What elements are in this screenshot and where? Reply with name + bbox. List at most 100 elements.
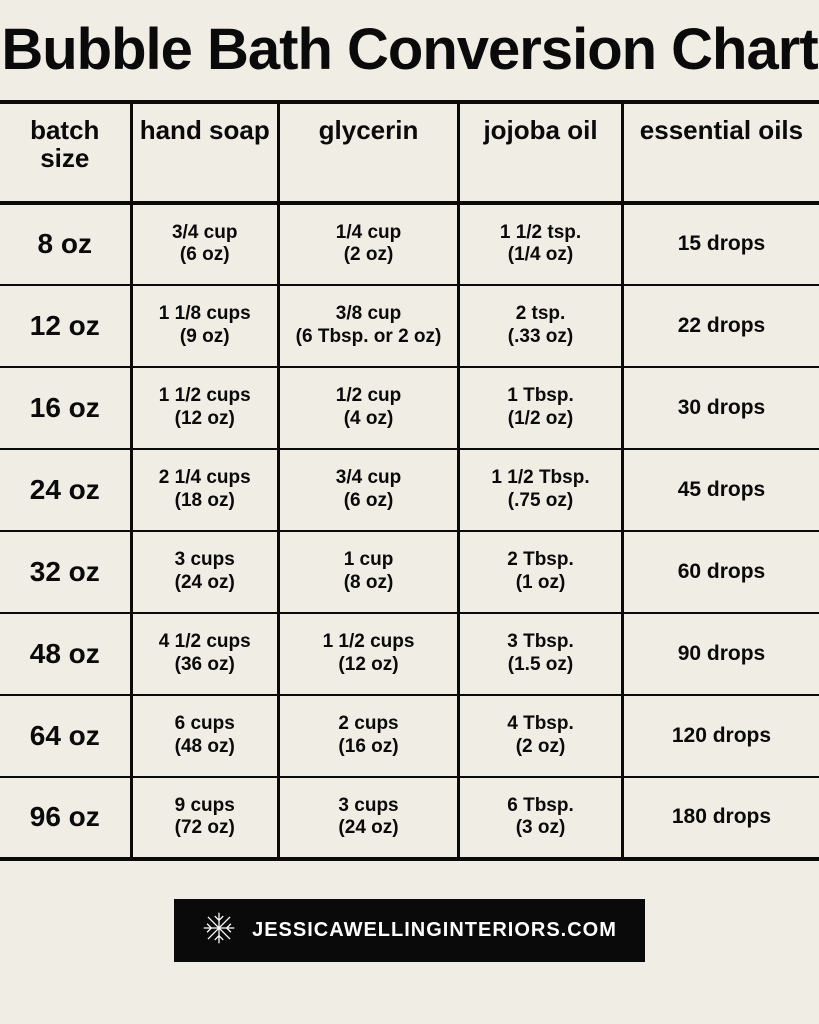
cell-hand-soap-main: 1 1/8 cups [139,303,271,326]
table-row: 32 oz3 cups(24 oz)1 cup(8 oz)2 Tbsp.(1 o… [0,531,819,613]
cell-hand-soap: 6 cups(48 oz) [131,695,278,777]
cell-jojoba-main: 2 Tbsp. [466,549,615,572]
cell-glycerin-main: 1/2 cup [286,385,451,408]
cell-batch: 16 oz [0,367,131,449]
cell-jojoba-main: 4 Tbsp. [466,713,615,736]
cell-hand-soap-sub: (48 oz) [139,736,271,759]
cell-glycerin-main: 3/4 cup [286,467,451,490]
cell-hand-soap-main: 9 cups [139,795,271,818]
cell-jojoba: 6 Tbsp.(3 oz) [459,777,623,859]
cell-jojoba-main: 3 Tbsp. [466,631,615,654]
cell-glycerin: 1 cup(8 oz) [278,531,458,613]
cell-jojoba: 3 Tbsp.(1.5 oz) [459,613,623,695]
cell-jojoba-sub: (1/4 oz) [466,244,615,267]
cell-glycerin-sub: (2 oz) [286,244,451,267]
cell-jojoba-sub: (1 oz) [466,572,615,595]
cell-essential-oils-value: 15 drops [630,232,813,256]
cell-hand-soap-main: 4 1/2 cups [139,631,271,654]
cell-essential-oils-value: 30 drops [630,396,813,420]
cell-essential-oils: 180 drops [622,777,819,859]
col-header-glycerin: glycerin [278,102,458,203]
cell-hand-soap-main: 2 1/4 cups [139,467,271,490]
col-header-soap: hand soap [131,102,278,203]
cell-batch: 96 oz [0,777,131,859]
cell-batch: 12 oz [0,285,131,367]
cell-hand-soap-main: 3/4 cup [139,222,271,245]
cell-essential-oils-value: 120 drops [630,724,813,748]
cell-hand-soap-main: 3 cups [139,549,271,572]
cell-jojoba-main: 1 1/2 tsp. [466,222,615,245]
cell-glycerin-sub: (6 oz) [286,490,451,513]
cell-essential-oils-value: 22 drops [630,314,813,338]
cell-jojoba: 2 tsp.(.33 oz) [459,285,623,367]
cell-jojoba-main: 1 1/2 Tbsp. [466,467,615,490]
cell-essential-oils-value: 180 drops [630,805,813,829]
col-header-batch: batch size [0,102,131,203]
cell-batch: 64 oz [0,695,131,777]
table-row: 8 oz3/4 cup(6 oz)1/4 cup(2 oz)1 1/2 tsp.… [0,203,819,285]
snowflake-icon [202,911,236,950]
cell-essential-oils-value: 90 drops [630,642,813,666]
cell-jojoba: 1 1/2 tsp.(1/4 oz) [459,203,623,285]
cell-hand-soap: 1 1/2 cups(12 oz) [131,367,278,449]
cell-hand-soap-main: 1 1/2 cups [139,385,271,408]
cell-jojoba: 4 Tbsp.(2 oz) [459,695,623,777]
cell-essential-oils-value: 45 drops [630,478,813,502]
cell-hand-soap-main: 6 cups [139,713,271,736]
cell-glycerin-main: 3 cups [286,795,451,818]
cell-hand-soap-sub: (24 oz) [139,572,271,595]
footer-attribution: JESSICAWELLINGINTERIORS.COM [174,899,645,962]
table-row: 12 oz1 1/8 cups(9 oz)3/8 cup(6 Tbsp. or … [0,285,819,367]
cell-essential-oils: 45 drops [622,449,819,531]
cell-jojoba-sub: (1/2 oz) [466,408,615,431]
cell-essential-oils: 120 drops [622,695,819,777]
col-header-jojoba: jojoba oil [459,102,623,203]
cell-hand-soap-sub: (18 oz) [139,490,271,513]
cell-glycerin: 1/2 cup(4 oz) [278,367,458,449]
cell-essential-oils: 90 drops [622,613,819,695]
cell-glycerin-sub: (8 oz) [286,572,451,595]
footer-url: JESSICAWELLINGINTERIORS.COM [252,919,617,942]
conversion-table: batch size hand soap glycerin jojoba oil… [0,100,819,861]
cell-jojoba-sub: (2 oz) [466,736,615,759]
cell-jojoba: 2 Tbsp.(1 oz) [459,531,623,613]
table-row: 64 oz6 cups(48 oz)2 cups(16 oz)4 Tbsp.(2… [0,695,819,777]
cell-jojoba: 1 Tbsp.(1/2 oz) [459,367,623,449]
cell-glycerin-main: 1 cup [286,549,451,572]
cell-batch: 8 oz [0,203,131,285]
cell-jojoba-sub: (1.5 oz) [466,654,615,677]
cell-jojoba-sub: (.75 oz) [466,490,615,513]
cell-glycerin-main: 1 1/2 cups [286,631,451,654]
cell-glycerin: 3/8 cup(6 Tbsp. or 2 oz) [278,285,458,367]
cell-glycerin-sub: (16 oz) [286,736,451,759]
cell-jojoba-main: 2 tsp. [466,303,615,326]
cell-jojoba: 1 1/2 Tbsp.(.75 oz) [459,449,623,531]
table-header-row: batch size hand soap glycerin jojoba oil… [0,102,819,203]
cell-hand-soap: 1 1/8 cups(9 oz) [131,285,278,367]
cell-glycerin: 2 cups(16 oz) [278,695,458,777]
table-row: 16 oz1 1/2 cups(12 oz)1/2 cup(4 oz)1 Tbs… [0,367,819,449]
cell-essential-oils: 30 drops [622,367,819,449]
cell-jojoba-main: 1 Tbsp. [466,385,615,408]
cell-batch: 48 oz [0,613,131,695]
cell-hand-soap: 3/4 cup(6 oz) [131,203,278,285]
cell-jojoba-main: 6 Tbsp. [466,795,615,818]
cell-essential-oils: 22 drops [622,285,819,367]
cell-glycerin-main: 2 cups [286,713,451,736]
chart-title: Bubble Bath Conversion Chart [1,18,817,82]
cell-glycerin: 3 cups(24 oz) [278,777,458,859]
cell-hand-soap: 3 cups(24 oz) [131,531,278,613]
cell-hand-soap-sub: (36 oz) [139,654,271,677]
cell-essential-oils: 60 drops [622,531,819,613]
cell-glycerin: 1/4 cup(2 oz) [278,203,458,285]
cell-hand-soap: 2 1/4 cups(18 oz) [131,449,278,531]
table-row: 24 oz2 1/4 cups(18 oz)3/4 cup(6 oz)1 1/2… [0,449,819,531]
cell-glycerin-main: 1/4 cup [286,222,451,245]
cell-batch: 32 oz [0,531,131,613]
cell-hand-soap: 9 cups(72 oz) [131,777,278,859]
cell-jojoba-sub: (3 oz) [466,817,615,840]
table-row: 96 oz9 cups(72 oz)3 cups(24 oz)6 Tbsp.(3… [0,777,819,859]
cell-essential-oils: 15 drops [622,203,819,285]
cell-essential-oils-value: 60 drops [630,560,813,584]
table-row: 48 oz4 1/2 cups(36 oz)1 1/2 cups(12 oz)3… [0,613,819,695]
